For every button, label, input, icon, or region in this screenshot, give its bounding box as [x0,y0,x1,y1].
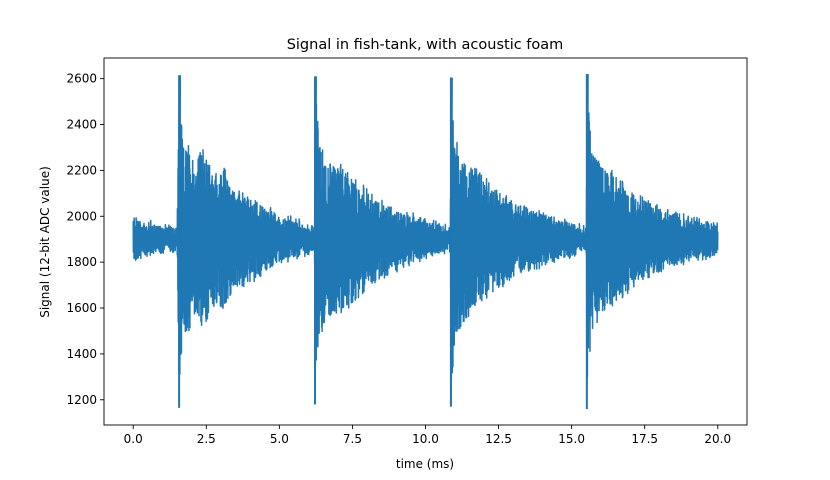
x-tick-label: 17.5 [631,432,658,446]
y-tick-label: 2000 [66,209,97,223]
x-axis-label: time (ms) [396,457,454,471]
x-tick-label: 20.0 [704,432,731,446]
x-tick-label: 12.5 [485,432,512,446]
x-tick-label: 15.0 [558,432,585,446]
chart-title: Signal in fish-tank, with acoustic foam [287,37,564,53]
y-tick-label: 1200 [66,393,97,407]
x-tick-label: 0.0 [124,432,143,446]
y-tick-label: 2400 [66,118,97,132]
y-tick-label: 1600 [66,301,97,315]
y-tick-label: 2200 [66,163,97,177]
plot-layer [132,74,719,409]
axes-layer: 0.0 2.5 5.0 7.5 10.0 12.5 15.0 17.5 20.0 1200 1400… [66,57,748,446]
x-tick-label: 2.5 [197,432,216,446]
x-tick-label: 10.0 [412,432,439,446]
x-tick-label: 7.5 [343,432,362,446]
y-tick-label: 2600 [66,72,97,86]
y-tick-label: 1800 [66,255,97,269]
y-axis-label: Signal (12-bit ADC value) [38,166,52,318]
y-tick-label: 1400 [66,347,97,361]
x-tick-label: 5.0 [270,432,289,446]
